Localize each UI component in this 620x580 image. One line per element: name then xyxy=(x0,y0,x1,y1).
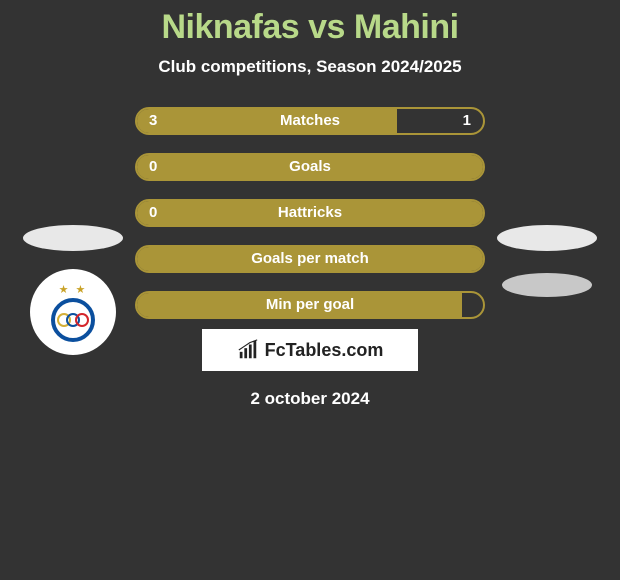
stat-bar: Hattricks0 xyxy=(135,199,485,227)
brand-text: FcTables.com xyxy=(265,340,384,361)
bar-value-right: 1 xyxy=(463,109,471,133)
stat-bar: Goals per match xyxy=(135,245,485,273)
club-logo xyxy=(51,298,95,342)
right-name-placeholder xyxy=(497,225,597,251)
left-club-badge: ★ ★ xyxy=(30,269,116,355)
page-subtitle: Club competitions, Season 2024/2025 xyxy=(0,57,620,77)
left-player-column: ★ ★ xyxy=(18,225,128,355)
bar-value-left: 3 xyxy=(149,109,157,133)
brand-box: FcTables.com xyxy=(202,329,418,371)
right-player-column xyxy=(492,225,602,297)
infographic-root: Niknafas vs Mahini Club competitions, Se… xyxy=(0,0,620,409)
star-icon: ★ ★ xyxy=(59,283,88,296)
bar-label: Hattricks xyxy=(137,201,483,225)
bar-label: Goals xyxy=(137,155,483,179)
page-title: Niknafas vs Mahini xyxy=(0,8,620,47)
bar-label: Min per goal xyxy=(137,293,483,317)
left-name-placeholder xyxy=(23,225,123,251)
comparison-area: ★ ★ Matches31Goals0Hattricks0Goals per m… xyxy=(0,107,620,319)
stat-bar: Min per goal xyxy=(135,291,485,319)
bar-chart-icon xyxy=(237,339,259,361)
bar-label: Goals per match xyxy=(137,247,483,271)
bar-label: Matches xyxy=(137,109,483,133)
right-club-placeholder xyxy=(502,273,592,297)
bar-value-left: 0 xyxy=(149,155,157,179)
stat-bar: Matches3 1 xyxy=(135,107,485,135)
stat-bars: Matches31Goals0Hattricks0Goals per match… xyxy=(135,107,485,319)
bar-value-left: 0 xyxy=(149,201,157,225)
date-text: 2 october 2024 xyxy=(0,389,620,409)
stat-bar: Goals0 xyxy=(135,153,485,181)
